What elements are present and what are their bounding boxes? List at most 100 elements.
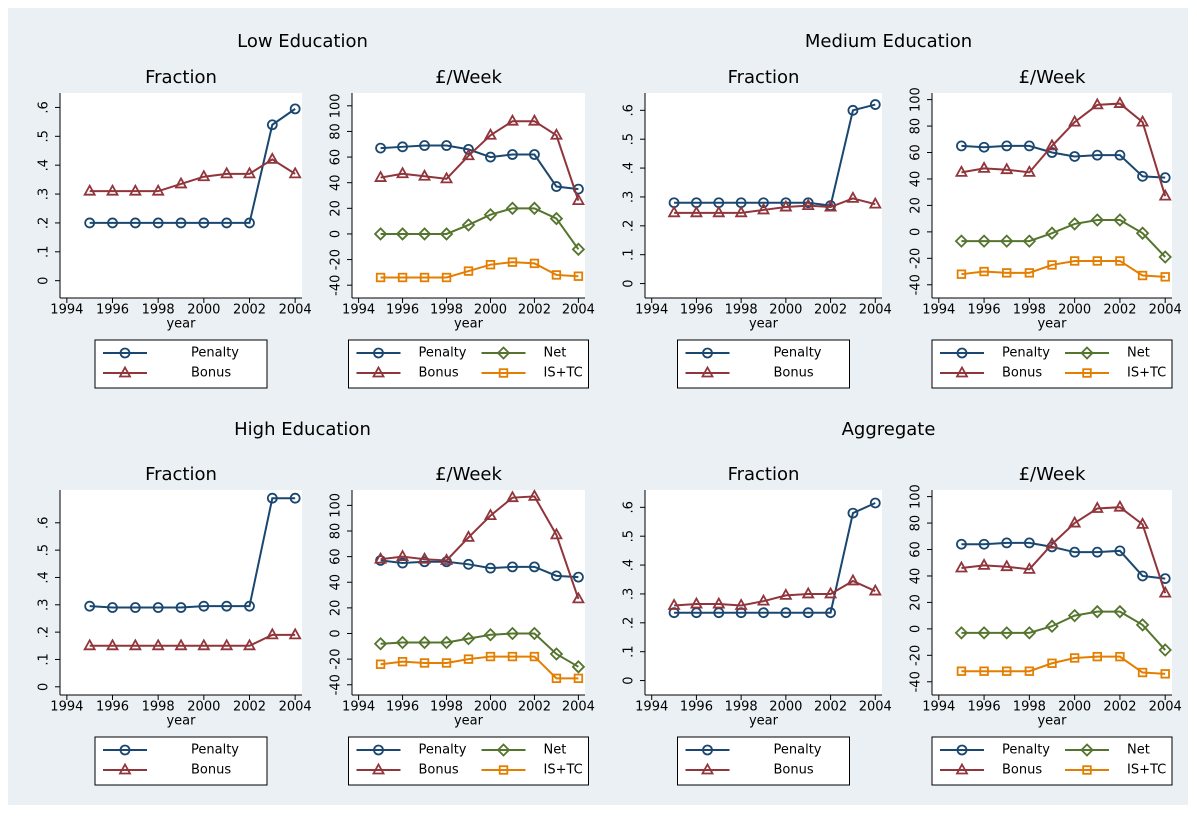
marker xyxy=(1082,765,1092,775)
marker xyxy=(868,196,882,209)
legend-label: Penalty xyxy=(419,346,467,361)
marker xyxy=(956,666,967,676)
marker xyxy=(1023,537,1035,549)
marker xyxy=(463,266,474,276)
marker xyxy=(1069,151,1081,162)
marker xyxy=(1115,256,1125,266)
marker xyxy=(498,368,509,378)
marker xyxy=(485,562,496,574)
marker xyxy=(979,666,989,676)
marker xyxy=(419,658,430,668)
x-tick-label: 2000 xyxy=(187,303,220,318)
marker xyxy=(1045,226,1059,240)
x-tick-label: 2002 xyxy=(518,700,551,715)
x-tick-label: 1996 xyxy=(680,303,713,318)
marker xyxy=(779,199,793,212)
chart-title: Fraction xyxy=(145,464,217,485)
marker xyxy=(371,365,386,378)
y-tick-label: .2 xyxy=(622,220,637,232)
marker xyxy=(802,197,814,209)
y-tick-label: .1 xyxy=(622,248,637,260)
legend-label: Net xyxy=(1127,346,1150,361)
marker xyxy=(1158,250,1172,264)
section-title: Low Education xyxy=(237,31,368,52)
marker xyxy=(485,151,496,163)
plot-area xyxy=(60,490,302,695)
marker xyxy=(1082,368,1092,378)
marker xyxy=(869,497,881,509)
marker xyxy=(463,654,474,664)
marker xyxy=(1090,501,1104,513)
legend-label: Bonus xyxy=(1002,763,1042,778)
marker xyxy=(289,492,301,504)
x-tick-label: 1996 xyxy=(386,303,419,318)
x-tick-label: 1998 xyxy=(725,303,758,318)
marker xyxy=(483,207,498,222)
x-tick-label: 1994 xyxy=(635,303,668,318)
marker xyxy=(1022,626,1037,640)
x-axis-title: year xyxy=(1037,317,1067,332)
marker xyxy=(152,602,164,613)
y-tick-label: .6 xyxy=(622,104,637,116)
marker xyxy=(846,573,860,586)
marker xyxy=(702,744,713,756)
legend xyxy=(94,736,268,786)
y-tick-label: 60 xyxy=(909,144,924,161)
legend-label: Penalty xyxy=(1002,346,1050,361)
marker xyxy=(571,242,586,257)
x-tick-label: 2002 xyxy=(1103,303,1136,318)
marker xyxy=(573,271,584,281)
marker xyxy=(1091,546,1103,558)
marker xyxy=(1080,346,1094,360)
marker xyxy=(689,205,703,218)
x-tick-label: 2004 xyxy=(1149,303,1182,318)
marker xyxy=(151,183,165,196)
y-tick-label: .4 xyxy=(622,162,637,174)
legend-label: Penalty xyxy=(419,743,467,758)
series-line xyxy=(380,120,580,201)
x-tick-label: 2000 xyxy=(474,700,507,715)
x-tick-label: 2002 xyxy=(1103,700,1136,715)
marker xyxy=(551,270,562,280)
x-tick-label: 2004 xyxy=(859,700,892,715)
x-tick-label: 2002 xyxy=(814,700,847,715)
y-tick-label: -40 xyxy=(909,671,924,692)
y-tick-label: 40 xyxy=(329,174,344,191)
x-axis-title: year xyxy=(454,714,484,729)
marker xyxy=(463,143,474,155)
chart-title: Fraction xyxy=(728,67,800,88)
section-title: High Education xyxy=(234,419,371,440)
plot-area xyxy=(60,93,302,298)
marker xyxy=(461,631,476,646)
x-axis-title: year xyxy=(166,714,196,729)
x-tick-label: 2000 xyxy=(1058,700,1091,715)
y-tick-label: 0 xyxy=(37,683,52,691)
legend-label: IS+TC xyxy=(544,366,583,381)
series-line xyxy=(380,144,579,191)
marker xyxy=(496,743,511,757)
y-tick-label: 40 xyxy=(909,171,924,188)
series-line xyxy=(89,158,296,193)
marker xyxy=(373,636,388,651)
y-tick-label: .4 xyxy=(622,559,637,571)
series-line xyxy=(380,559,579,579)
marker xyxy=(979,266,989,277)
marker xyxy=(507,257,518,267)
y-tick-label: 0 xyxy=(909,228,924,236)
marker xyxy=(197,169,211,182)
x-tick-label: 1998 xyxy=(430,303,463,318)
marker xyxy=(220,638,234,651)
marker xyxy=(439,227,454,241)
marker xyxy=(689,596,703,609)
marker xyxy=(780,607,792,619)
legend-label: Net xyxy=(544,346,567,361)
marker xyxy=(955,762,969,775)
marker xyxy=(439,553,454,565)
marker xyxy=(1080,743,1094,757)
y-tick-label: 60 xyxy=(329,149,344,166)
y-tick-label: -20 xyxy=(909,645,924,666)
y-tick-label: .6 xyxy=(37,517,52,529)
marker xyxy=(84,600,96,612)
legend-label: Net xyxy=(544,743,567,758)
marker xyxy=(419,140,430,151)
